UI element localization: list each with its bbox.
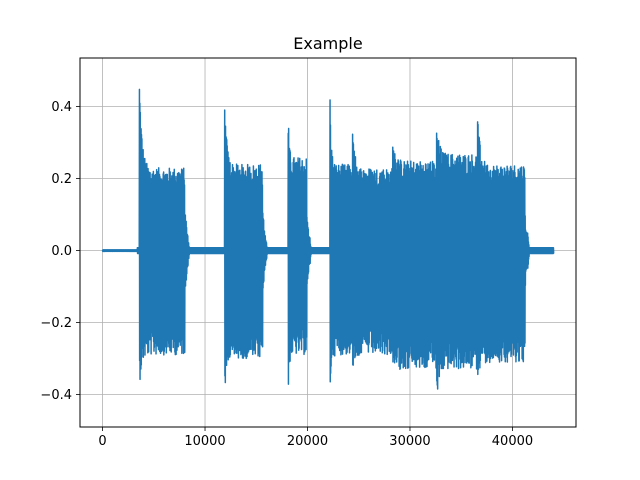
y-tick-label: 0.2 [51,172,72,187]
waveform-series-line [101,88,555,390]
x-tick-label: 40000 [492,434,533,449]
x-tick-label: 10000 [184,434,225,449]
plot-area [101,88,555,390]
y-tick-label: 0.4 [51,100,72,115]
y-axis: 0.4 0.2 0.0 −0.2 −0.4 [40,100,80,403]
y-tick-label: 0.0 [51,244,72,259]
x-axis: 0 10000 20000 30000 40000 [98,427,533,449]
x-tick-label: 0 [98,434,106,449]
axes-frame [79,57,577,428]
chart-title: Example [293,34,362,53]
x-tick-label: 30000 [389,434,430,449]
y-tick-label: −0.2 [40,316,72,331]
x-tick-label: 20000 [287,434,328,449]
y-tick-label: −0.4 [40,388,72,403]
